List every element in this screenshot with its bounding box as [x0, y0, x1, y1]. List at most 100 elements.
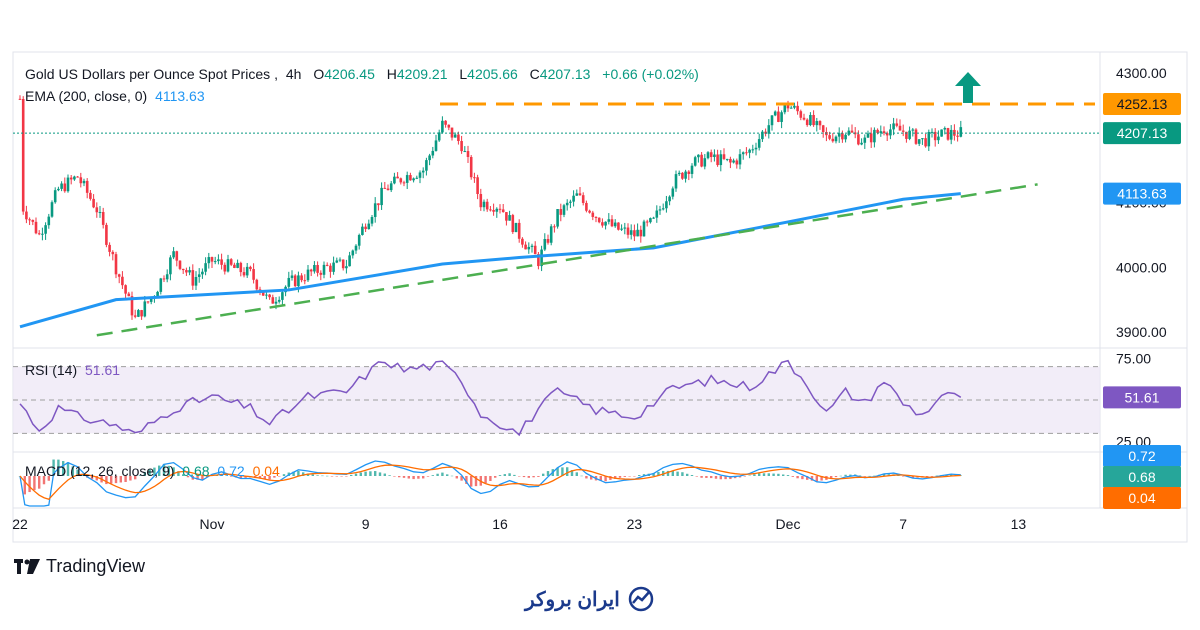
- candle-body: [588, 210, 591, 213]
- candle-body: [28, 219, 31, 221]
- candle-body: [226, 259, 230, 272]
- candle-body: [623, 227, 627, 229]
- candle-body: [604, 221, 607, 226]
- candle-body: [498, 208, 502, 210]
- rsi-tag-label: 51.61: [1124, 389, 1159, 405]
- candle-body: [767, 125, 771, 134]
- candle-body: [233, 264, 236, 268]
- macd-hist-bar: [455, 476, 458, 479]
- candle-body: [783, 104, 787, 113]
- candle-body: [386, 188, 390, 191]
- candle-body: [725, 158, 729, 160]
- candle-body: [495, 208, 499, 212]
- candle-body: [409, 175, 412, 181]
- macd-hist-bar: [282, 474, 286, 476]
- candle-body: [853, 132, 857, 135]
- candle-body: [220, 259, 223, 265]
- candle-body: [60, 183, 63, 189]
- candle-body: [338, 259, 342, 261]
- candle-body: [946, 128, 950, 140]
- macd-hist-bar: [441, 472, 444, 476]
- candle-body: [428, 155, 431, 161]
- macd-hist-bar: [177, 471, 180, 476]
- change-value: +0.66 (+0.02%): [602, 66, 699, 82]
- candle-body: [412, 178, 415, 181]
- brand-logo: ایران بروکر: [525, 586, 656, 612]
- candle-body: [578, 193, 582, 196]
- candle-body: [889, 129, 892, 136]
- candle-body: [549, 226, 553, 243]
- macd-hist-bar: [542, 473, 545, 476]
- candle-body: [812, 114, 815, 126]
- candle-body: [274, 301, 278, 304]
- candle-body: [905, 131, 908, 139]
- symbol-name[interactable]: Gold US Dollars per Ounce Spot Prices: [25, 66, 271, 82]
- macd-hist-bar: [897, 475, 900, 476]
- tradingview-logo[interactable]: TradingView: [14, 556, 145, 577]
- candle-body: [146, 301, 150, 303]
- candle-body: [649, 218, 652, 223]
- macd-hist-bar: [556, 467, 559, 476]
- macd-hist-bar: [575, 472, 578, 476]
- candle-body: [741, 152, 745, 155]
- candle-body: [57, 188, 60, 191]
- tradingview-text: TradingView: [46, 556, 146, 576]
- macd-hist-bar: [436, 473, 439, 476]
- candle-body: [789, 107, 793, 109]
- macd-hist-bar: [182, 474, 185, 476]
- candle-body: [124, 285, 127, 294]
- candle-body: [684, 171, 687, 179]
- candle-body: [377, 203, 380, 206]
- macd-hist-bar: [700, 476, 703, 478]
- candle-body: [505, 212, 508, 221]
- macd-hist-bar: [470, 476, 473, 487]
- candle-body: [399, 178, 403, 183]
- time-axis: 22 Nov 9 16 23 Dec 7 13: [12, 516, 1026, 532]
- chart-frame: [12, 51, 1188, 543]
- candle-body: [181, 268, 185, 271]
- macd-hist-bar: [705, 476, 708, 478]
- macd-legend[interactable]: MACD (12, 26, close, 9) 0.68 0.72 0.04: [25, 463, 284, 479]
- macd-hist-bar: [777, 473, 780, 476]
- ema-legend[interactable]: EMA (200, close, 0) 4113.63: [25, 88, 209, 104]
- candle-body: [117, 274, 121, 277]
- macd-hist-bar: [830, 476, 833, 479]
- candle-body: [770, 115, 774, 126]
- candle-body: [687, 171, 691, 174]
- candle-body: [447, 124, 451, 128]
- candle-body: [450, 127, 454, 138]
- candle-body: [76, 176, 79, 178]
- macd-hist-bar: [359, 472, 362, 476]
- candle-body: [169, 257, 172, 275]
- rsi-legend[interactable]: RSI (14) 51.61: [25, 362, 124, 378]
- macd-hist-bar: [527, 476, 530, 478]
- candle-body: [473, 177, 476, 179]
- macd-hist-bar: [858, 475, 862, 476]
- price-tick-label: 4300.00: [1116, 65, 1167, 81]
- timeframe[interactable]: 4h: [285, 66, 302, 82]
- rsi-tick-label: 75.00: [1116, 350, 1151, 366]
- time-tick-label: Dec: [776, 516, 801, 532]
- time-tick-label: 22: [12, 516, 28, 532]
- candle-body: [642, 221, 646, 237]
- candle-body: [668, 196, 671, 202]
- candle-body: [98, 212, 102, 214]
- candle-body: [463, 151, 467, 153]
- candle-body: [204, 263, 207, 272]
- candle-body: [290, 275, 294, 278]
- candle-body: [213, 261, 217, 263]
- resistance-tag-bg: [1103, 92, 1181, 115]
- macd-hist-bar: [239, 476, 242, 479]
- candle-body: [799, 111, 803, 118]
- candle-body: [191, 270, 195, 286]
- macd-hist-tag-bg: [1103, 466, 1181, 488]
- candle-body: [937, 136, 940, 141]
- candle-body: [514, 222, 518, 233]
- macd-hist-bar: [734, 476, 737, 479]
- candle-body: [777, 111, 780, 122]
- rsi-tag-bg: [1103, 386, 1181, 409]
- candle-body: [485, 201, 489, 210]
- resistance-tag-label: 4252.13: [1117, 96, 1168, 112]
- candle-body: [108, 244, 111, 252]
